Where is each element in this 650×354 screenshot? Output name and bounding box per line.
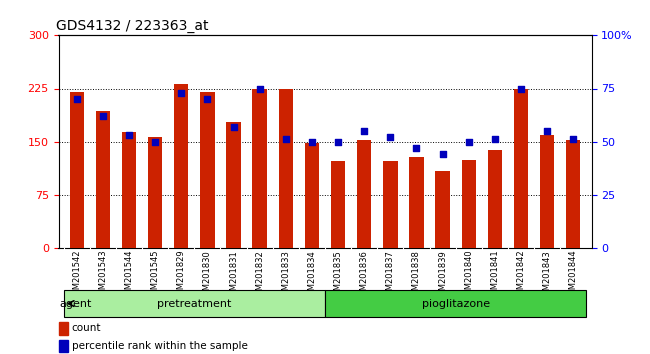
Text: GSM201831: GSM201831: [229, 250, 238, 301]
Point: [542, 128, 552, 134]
Point: [333, 139, 343, 144]
Bar: [200, 92, 214, 248]
Bar: [540, 135, 554, 248]
Text: pretreatment: pretreatment: [157, 298, 231, 309]
Point: [228, 124, 239, 130]
Point: [98, 113, 108, 119]
Bar: [279, 89, 293, 248]
Text: pioglitazone: pioglitazone: [422, 298, 489, 309]
Bar: [174, 84, 188, 248]
Text: GDS4132 / 223363_at: GDS4132 / 223363_at: [56, 19, 209, 33]
Text: count: count: [72, 323, 101, 333]
Text: GSM201542: GSM201542: [72, 250, 81, 300]
Bar: [148, 137, 162, 248]
Text: GSM201841: GSM201841: [490, 250, 499, 301]
Point: [255, 86, 265, 91]
Text: GSM201838: GSM201838: [412, 250, 421, 301]
Text: GSM201836: GSM201836: [359, 250, 369, 301]
Point: [281, 137, 291, 142]
Point: [307, 139, 317, 144]
Text: GSM201840: GSM201840: [464, 250, 473, 301]
Bar: [122, 132, 136, 248]
Text: agent: agent: [59, 298, 92, 309]
Point: [385, 135, 395, 140]
Text: GSM201829: GSM201829: [177, 250, 186, 301]
Point: [568, 137, 578, 142]
Bar: [58, 322, 68, 335]
Text: GSM201835: GSM201835: [333, 250, 343, 301]
Text: GSM201842: GSM201842: [517, 250, 525, 301]
Text: GSM201834: GSM201834: [307, 250, 317, 301]
Point: [463, 139, 474, 144]
Text: GSM201833: GSM201833: [281, 250, 291, 301]
Point: [489, 137, 500, 142]
Text: GSM201545: GSM201545: [151, 250, 160, 300]
Bar: [462, 160, 476, 248]
Point: [515, 86, 526, 91]
Point: [72, 96, 82, 102]
Bar: [226, 122, 240, 248]
Bar: [58, 340, 68, 352]
Text: GSM201843: GSM201843: [543, 250, 552, 301]
Text: GSM201837: GSM201837: [386, 250, 395, 301]
Bar: [488, 150, 502, 248]
Bar: [96, 111, 110, 248]
Bar: [70, 92, 84, 248]
Point: [176, 90, 187, 96]
Point: [124, 132, 135, 138]
Bar: [252, 89, 267, 248]
Text: GSM201844: GSM201844: [569, 250, 578, 301]
Text: percentile rank within the sample: percentile rank within the sample: [72, 341, 248, 351]
Bar: [64, 290, 325, 317]
Bar: [357, 140, 371, 248]
Text: GSM201544: GSM201544: [125, 250, 133, 300]
Text: GSM201832: GSM201832: [255, 250, 264, 301]
Bar: [383, 161, 398, 248]
Point: [359, 128, 369, 134]
Bar: [325, 290, 586, 317]
Bar: [514, 88, 528, 248]
Bar: [331, 161, 345, 248]
Point: [150, 139, 161, 144]
Bar: [305, 143, 319, 248]
Point: [411, 145, 422, 151]
Bar: [566, 140, 580, 248]
Text: GSM201830: GSM201830: [203, 250, 212, 301]
Point: [202, 96, 213, 102]
Point: [437, 152, 448, 157]
Bar: [410, 157, 424, 248]
Text: GSM201839: GSM201839: [438, 250, 447, 301]
Text: GSM201543: GSM201543: [98, 250, 107, 301]
Bar: [436, 171, 450, 248]
